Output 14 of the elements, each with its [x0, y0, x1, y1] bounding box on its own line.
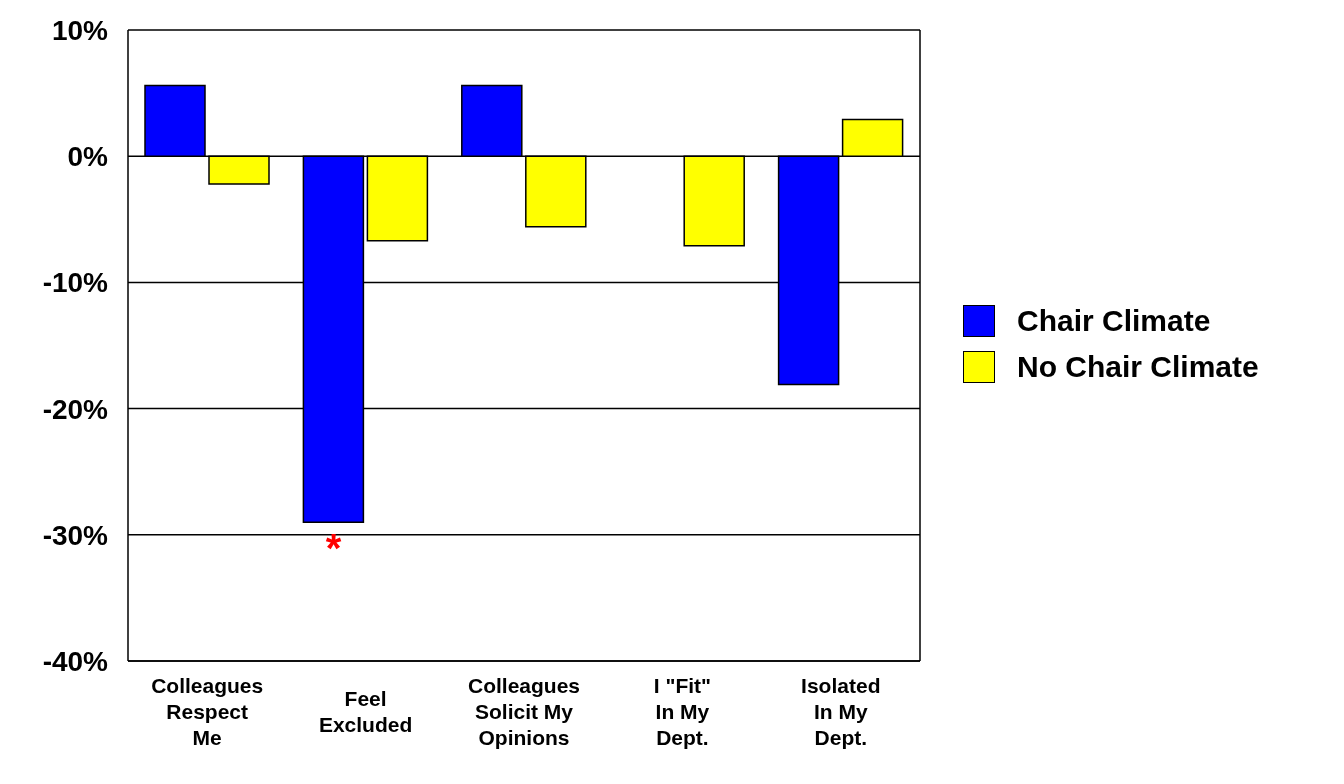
- legend-label: Chair Climate: [1017, 303, 1211, 339]
- legend-label: No Chair Climate: [1017, 349, 1259, 385]
- y-tick-label: -30%: [42, 519, 109, 551]
- y-tick-label: -10%: [42, 267, 109, 299]
- x-tick-label: Colleagues Respect Me: [151, 674, 264, 749]
- y-tick-label: 0%: [67, 141, 109, 173]
- x-tick-label: Colleagues Solicit My Opinions: [467, 674, 581, 749]
- y-tick-label: -40%: [42, 645, 109, 677]
- x-tick-label: I "Fit" In My Dept.: [653, 674, 712, 749]
- annotation: *: [325, 526, 342, 571]
- x-tick-label: Isolated In My Dept.: [801, 674, 881, 749]
- x-tick-label: Feel Excluded: [318, 687, 413, 736]
- y-tick-label: -20%: [42, 393, 109, 425]
- y-tick-label: 10%: [51, 14, 109, 46]
